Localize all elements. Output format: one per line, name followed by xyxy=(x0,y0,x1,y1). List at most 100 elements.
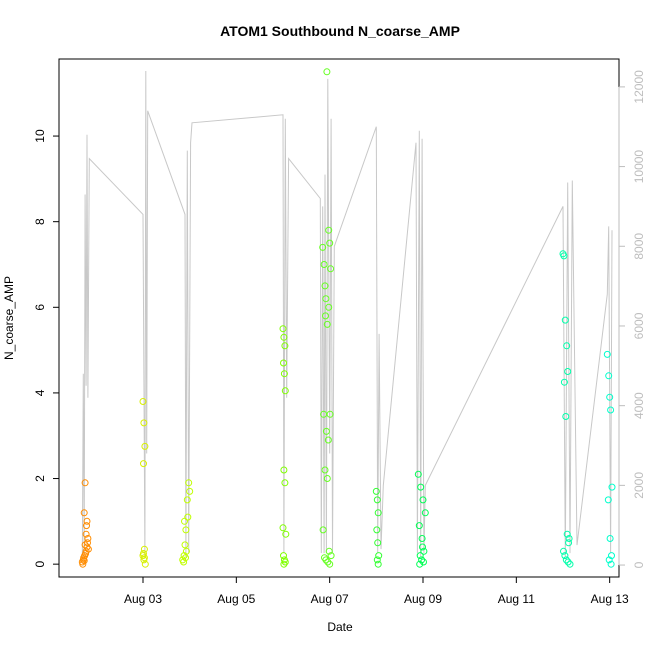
data-point xyxy=(324,558,332,566)
data-point xyxy=(181,517,188,525)
data-point xyxy=(565,535,573,542)
data-point xyxy=(326,560,334,568)
data-point xyxy=(81,479,89,487)
data-point xyxy=(140,550,147,557)
plot-frame xyxy=(58,58,620,578)
data-point xyxy=(325,547,333,555)
data-point xyxy=(322,295,330,303)
data-point xyxy=(80,557,88,565)
data-point xyxy=(418,535,426,542)
data-point xyxy=(280,333,288,341)
data-point xyxy=(606,393,614,401)
data-point xyxy=(324,436,332,444)
data-point xyxy=(280,560,288,568)
data-point xyxy=(606,535,614,542)
data-point xyxy=(605,556,613,564)
data-point xyxy=(279,325,287,333)
data-point xyxy=(419,543,426,551)
trace-line xyxy=(81,70,613,562)
y-tick-label: 8 xyxy=(33,218,47,225)
data-point xyxy=(373,556,381,564)
data-point xyxy=(607,406,615,414)
data-point xyxy=(373,496,381,504)
x-tick-label: Aug 05 xyxy=(217,592,255,606)
y-tick-label: 6 xyxy=(33,304,47,311)
y-tick-label: 4 xyxy=(33,389,47,396)
y-axis-label: N_coarse_AMP xyxy=(2,276,16,360)
series-3 xyxy=(279,325,290,568)
data-point xyxy=(562,413,570,420)
x-tick-label: Aug 07 xyxy=(311,592,349,606)
series-8 xyxy=(603,350,616,568)
x-tick-label: Aug 11 xyxy=(498,592,535,606)
data-point xyxy=(322,312,329,320)
data-point xyxy=(414,470,422,478)
data-point xyxy=(140,419,148,427)
data-point xyxy=(282,530,290,538)
data-point xyxy=(80,509,88,517)
trace-series xyxy=(81,70,613,562)
data-point xyxy=(321,466,329,474)
data-point xyxy=(564,558,572,566)
data-point xyxy=(280,552,287,560)
data-point xyxy=(603,350,611,358)
data-point xyxy=(83,517,91,525)
data-point xyxy=(607,560,615,568)
data-point xyxy=(281,387,289,395)
data-point xyxy=(79,560,87,568)
data-point xyxy=(83,522,90,530)
data-point xyxy=(80,554,88,562)
data-point xyxy=(181,541,189,549)
data-point xyxy=(281,342,289,350)
data-point xyxy=(82,530,90,538)
data-point xyxy=(141,442,149,450)
x-axis: Aug 03 Aug 05 Aug 07 Aug 09 Aug 11 Aug 13 xyxy=(124,576,629,606)
data-point xyxy=(280,466,288,474)
data-point xyxy=(375,552,383,560)
data-point xyxy=(323,475,331,482)
series-1 xyxy=(139,398,149,568)
secondary-tick-label: 8000 xyxy=(632,233,646,260)
data-point xyxy=(562,556,570,564)
data-point xyxy=(319,243,327,251)
data-point xyxy=(604,496,612,504)
secondary-tick-label: 6000 xyxy=(632,312,646,339)
data-point xyxy=(327,552,335,560)
data-point xyxy=(280,370,288,378)
y-tick-label: 10 xyxy=(33,129,47,143)
data-point xyxy=(185,479,193,487)
x-tick-label: Aug 03 xyxy=(124,592,162,606)
data-point xyxy=(561,552,569,560)
secondary-tick-label: 10000 xyxy=(632,150,646,184)
data-point xyxy=(321,282,329,290)
series-0 xyxy=(78,479,92,568)
data-point xyxy=(140,545,148,553)
data-point xyxy=(326,410,334,418)
series-2 xyxy=(179,479,194,566)
data-point xyxy=(320,261,328,268)
data-point xyxy=(418,556,426,564)
data-point xyxy=(373,526,381,534)
x-tick-label: Aug 13 xyxy=(591,592,629,606)
data-point xyxy=(374,539,382,547)
y-axis: 0 2 4 6 8 10 xyxy=(33,129,60,568)
data-point xyxy=(327,265,335,273)
data-point xyxy=(563,342,571,350)
data-point xyxy=(81,541,89,549)
data-point xyxy=(561,316,569,324)
chart-title: ATOM1 Southbound N_coarse_AMP xyxy=(220,23,460,39)
data-point xyxy=(421,509,429,517)
data-point xyxy=(605,372,613,380)
data-point xyxy=(565,539,573,547)
data-points xyxy=(78,68,616,568)
y-tick-label: 2 xyxy=(33,475,47,482)
data-point xyxy=(279,524,287,532)
data-point xyxy=(374,509,382,517)
secondary-tick-label: 12000 xyxy=(632,70,646,104)
secondary-y-axis: 0 2000 4000 6000 8000 10000 12000 xyxy=(618,70,646,568)
data-point xyxy=(139,398,147,405)
data-point xyxy=(186,487,194,495)
series-6 xyxy=(414,470,429,568)
data-point xyxy=(560,547,567,555)
data-point xyxy=(141,560,149,568)
